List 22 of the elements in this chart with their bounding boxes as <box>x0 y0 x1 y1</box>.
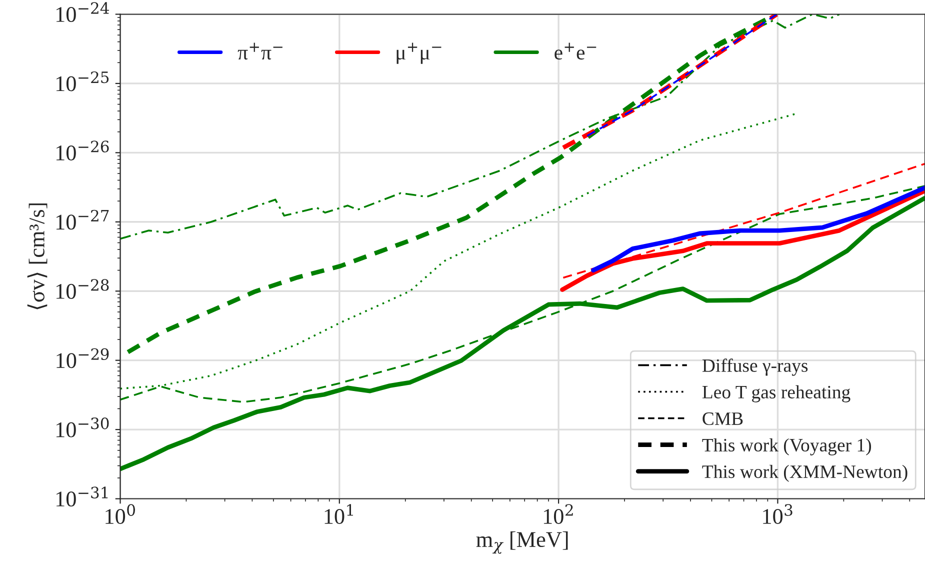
annotation: CMB <box>702 412 743 426</box>
x-tick-label: 10$^{0}$ <box>106 504 135 524</box>
annotation: This work (Voyager 1) <box>702 438 872 456</box>
annotation: This work (XMM-Newton) <box>702 464 908 482</box>
y-tick-label: 10$^{−24}$ <box>56 2 109 22</box>
legend-label: π$^{+}$π$^{−}$ <box>238 42 282 60</box>
annotation: Diffuse γ-rays <box>702 358 808 376</box>
x-tick-label: 10$^{2}$ <box>544 504 573 524</box>
annotation: Leo T gas reheating <box>702 385 850 402</box>
x-tick-label: 10$^{1}$ <box>324 504 353 524</box>
x-tick-label: 10$^{3}$ <box>763 504 792 524</box>
legend-label: μ$^{+}$μ$^{−}$ <box>396 42 442 64</box>
y-tick-label: 10$^{−26}$ <box>56 140 109 160</box>
x-axis-title: m$_{χ}$ [MeV] <box>476 531 568 554</box>
y-tick-label: 10$^{−28}$ <box>56 279 109 299</box>
y-tick-label: 10$^{−25}$ <box>56 71 109 92</box>
legend-label: e$^{+}$e$^{−}$ <box>554 42 596 60</box>
y-tick-label: 10$^{−27}$ <box>56 210 109 230</box>
y-tick-label: 10$^{−30}$ <box>56 417 109 438</box>
y-axis-title: ⟨σv⟩ [cm³/s] <box>27 203 48 310</box>
y-tick-label: 10$^{−31}$ <box>56 486 108 507</box>
y-tick-label: 10$^{−29}$ <box>56 348 109 368</box>
